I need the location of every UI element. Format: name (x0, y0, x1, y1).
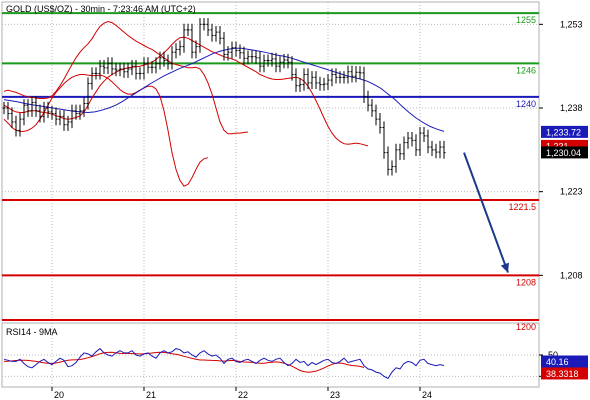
price-badge-2 (541, 146, 588, 159)
rsi-badge-label-1: 38.3318 (546, 369, 579, 379)
price-series (2, 18, 446, 176)
level-label-0: 1255 (516, 15, 536, 25)
level-label-3: 1221.5 (508, 202, 536, 212)
arrow-shaft (463, 152, 509, 273)
y-tick-label: 1,208 (560, 270, 583, 280)
rsi-y-tick-label: 50 (548, 350, 558, 360)
price-badge-label-2: 1,230.04 (546, 148, 581, 158)
price-badge-label-0: 1,233.72 (546, 127, 581, 137)
arrow-head (500, 262, 509, 273)
rsi-ma-line (3, 351, 365, 373)
band-upper-right (195, 66, 249, 135)
x-tick-label: 23 (330, 390, 340, 400)
chart-title: GOLD (US$/OZ) - 30min - 7:23:46 AM (UTC+… (6, 4, 196, 14)
level-label-5: 1200 (516, 322, 536, 332)
level-label-4: 1208 (516, 277, 536, 287)
x-tick-label: 24 (422, 390, 432, 400)
level-label-2: 1240 (516, 99, 536, 109)
price-badge-0 (541, 125, 588, 138)
rsi-title: RSI14 - 9MA (6, 327, 58, 337)
x-axis: 20 21 22 23 24 (51, 387, 432, 400)
levels: 1255 1246 1240 1221.5 1208 1200 (2, 12, 539, 332)
y-tick-label: 1,253 (560, 19, 583, 29)
rsi-line (3, 347, 445, 380)
band-lower-left (3, 74, 197, 187)
x-tick-label: 21 (146, 390, 156, 400)
level-label-1: 1246 (516, 65, 536, 75)
bollinger-bands (3, 20, 249, 187)
rsi-badge-0 (541, 355, 588, 368)
ma-fast-left (3, 36, 369, 147)
y-tick-label: 1,238 (560, 103, 583, 113)
x-tick-label: 20 (54, 390, 64, 400)
band-upper-left (3, 20, 197, 99)
rsi-badge-1 (541, 367, 588, 380)
grid (2, 2, 539, 387)
band-lower-right (195, 157, 209, 170)
y-tick-label: 1,223 (560, 187, 583, 197)
forecast-arrow (463, 152, 509, 273)
rsi-series (3, 347, 445, 380)
y-axis: 1,2531,2381,2231,2081,233.721,2311,230.0… (539, 19, 588, 381)
x-tick-label: 22 (238, 390, 248, 400)
rsi-badge-label-0: 40.16 (546, 357, 569, 367)
